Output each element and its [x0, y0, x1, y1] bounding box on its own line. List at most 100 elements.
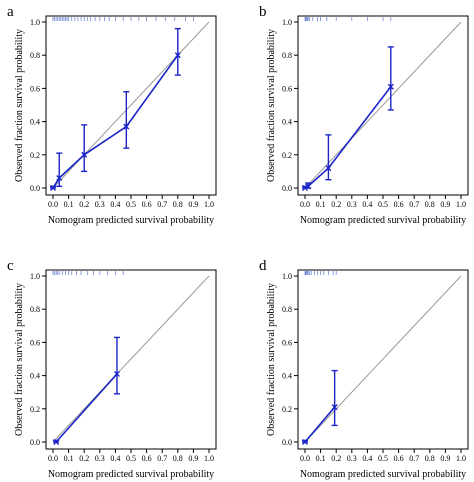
calibration-line	[304, 86, 392, 189]
x-tick-label: 0.4	[110, 200, 120, 209]
x-tick-label: 0.9	[188, 454, 198, 463]
y-tick-label: 1.0	[30, 272, 40, 281]
y-tick-label: 0.8	[30, 51, 40, 60]
y-tick-label: 0.6	[30, 84, 40, 93]
x-tick-label: 0.2	[331, 454, 341, 463]
x-tick-label: 0.1	[64, 200, 74, 209]
x-tick-label: 0.3	[95, 454, 105, 463]
y-tick-label: 0.6	[30, 338, 40, 347]
y-tick-label: 0.2	[30, 151, 40, 160]
data-point	[387, 83, 394, 90]
x-tick-label: 0.2	[331, 200, 341, 209]
x-tick-label: 0.0	[300, 200, 310, 209]
x-tick-label: 0.2	[79, 454, 89, 463]
panel-label: b	[259, 4, 267, 20]
x-tick-label: 0.4	[362, 454, 372, 463]
x-tick-label: 0.8	[425, 200, 435, 209]
x-tick-label: 0.4	[362, 200, 372, 209]
data-point	[331, 404, 338, 411]
y-tick-label: 0.4	[282, 118, 292, 127]
x-tick-label: 0.3	[347, 200, 357, 209]
panel-label: c	[7, 258, 14, 274]
x-tick-label: 0.6	[142, 454, 152, 463]
reference-diagonal-line	[304, 275, 462, 443]
calibration-panel-b: b 0.0 0.1 0.2 0.3 0.4 0.5 0.6 0.7 0.8 0.9 1.0 0.0 0.2…	[259, 4, 469, 226]
panel-label: d	[259, 258, 267, 274]
x-tick-label: 0.1	[64, 454, 74, 463]
x-tick-label: 0.6	[394, 200, 404, 209]
y-tick-label: 0.4	[30, 372, 40, 381]
data-point	[81, 151, 88, 158]
y-tick-label: 0.8	[30, 305, 40, 314]
data-point	[325, 165, 332, 172]
calibration-line	[304, 406, 336, 443]
x-axis-label: Nomogram predicted survival probability	[48, 215, 214, 226]
calibration-panel-d: d 0.0 0.1 0.2 0.3 0.4 0.5 0.6 0.7 0.8 0.9 1.0 0.0 0.2…	[259, 258, 469, 480]
x-tick-label: 1.0	[204, 454, 214, 463]
x-tick-label: 0.6	[142, 200, 152, 209]
x-tick-label: 0.1	[316, 454, 326, 463]
x-tick-label: 0.9	[440, 454, 450, 463]
x-tick-label: 0.5	[378, 200, 388, 209]
data-point	[113, 370, 120, 377]
x-tick-label: 0.0	[300, 454, 310, 463]
x-tick-label: 0.4	[110, 454, 120, 463]
y-tick-label: 0.0	[30, 438, 40, 447]
x-tick-label: 0.7	[157, 200, 167, 209]
data-point	[50, 185, 56, 191]
data-point	[174, 52, 181, 59]
y-tick-label: 1.0	[30, 18, 40, 27]
y-tick-label: 0.6	[282, 338, 292, 347]
y-axis-label: Observed fraction survival probability	[14, 29, 25, 182]
y-axis-label: Observed fraction survival probability	[14, 283, 25, 436]
x-tick-label: 1.0	[456, 200, 466, 209]
y-tick-label: 0.2	[30, 405, 40, 414]
x-tick-label: 0.0	[48, 454, 58, 463]
calibration-panel-c: c 0.0 0.1 0.2 0.3 0.4 0.5 0.6 0.7 0.8 0.9 1.0 0.0 0.2…	[7, 258, 217, 480]
x-tick-label: 0.2	[79, 200, 89, 209]
y-axis-label: Observed fraction survival probability	[266, 283, 277, 436]
x-tick-label: 0.0	[48, 200, 58, 209]
x-tick-label: 1.0	[204, 200, 214, 209]
x-tick-label: 0.5	[126, 200, 136, 209]
y-tick-label: 0.8	[282, 51, 292, 60]
calibration-line	[55, 373, 118, 443]
x-axis-label: Nomogram predicted survival probability	[48, 469, 214, 480]
y-tick-label: 0.0	[30, 184, 40, 193]
x-tick-label: 0.5	[378, 454, 388, 463]
y-tick-label: 0.4	[30, 118, 40, 127]
data-point	[302, 439, 308, 445]
x-tick-label: 0.5	[126, 454, 136, 463]
y-axis-label: Observed fraction survival probability	[266, 29, 277, 182]
reference-diagonal-line	[52, 275, 210, 443]
data-point	[53, 439, 60, 445]
x-tick-label: 0.8	[173, 454, 183, 463]
x-tick-label: 0.1	[316, 200, 326, 209]
y-tick-label: 0.0	[282, 438, 292, 447]
x-tick-label: 0.9	[440, 200, 450, 209]
x-tick-label: 1.0	[456, 454, 466, 463]
x-tick-label: 0.7	[409, 454, 419, 463]
x-axis-label: Nomogram predicted survival probability	[300, 215, 466, 226]
data-point	[56, 175, 63, 182]
y-tick-label: 1.0	[282, 272, 292, 281]
y-tick-label: 0.0	[282, 184, 292, 193]
x-tick-label: 0.8	[425, 454, 435, 463]
x-tick-label: 0.7	[157, 454, 167, 463]
x-axis-label: Nomogram predicted survival probability	[300, 469, 466, 480]
x-tick-label: 0.3	[95, 200, 105, 209]
data-point	[123, 123, 130, 130]
x-tick-label: 0.3	[347, 454, 357, 463]
data-point	[302, 185, 308, 191]
panel-label: a	[7, 4, 14, 20]
y-tick-label: 0.2	[282, 405, 292, 414]
x-tick-label: 0.7	[409, 200, 419, 209]
y-tick-label: 0.8	[282, 305, 292, 314]
x-tick-label: 0.6	[394, 454, 404, 463]
y-tick-label: 1.0	[282, 18, 292, 27]
y-tick-label: 0.2	[282, 151, 292, 160]
x-tick-label: 0.9	[188, 200, 198, 209]
calibration-panel-a: a 0.0 0.1 0.2 0.3 0.4 0.5 0.6 0.7 0.8 0.9 1.0 0.0 0.2…	[7, 4, 217, 226]
x-tick-label: 0.8	[173, 200, 183, 209]
